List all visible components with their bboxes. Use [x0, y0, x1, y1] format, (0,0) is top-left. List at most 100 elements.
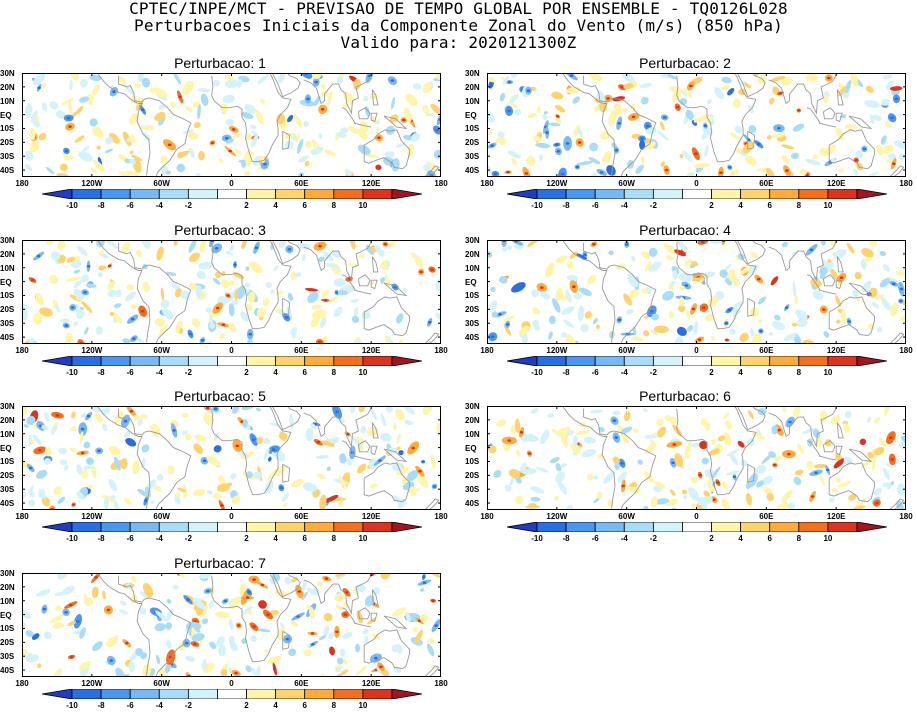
colorbar-segment [652, 189, 683, 199]
colorbar-segment [246, 522, 277, 532]
colorbar-label: -10 [531, 534, 543, 543]
colorbar-label: -4 [155, 201, 163, 210]
lat-label: 30S [0, 485, 15, 495]
panel-title: Perturbacao: 6 [639, 388, 731, 404]
title-line-3: Valido para: 2020121300Z [340, 33, 577, 52]
colorbar-segment [362, 522, 393, 532]
colorbar-segment [158, 522, 189, 532]
colorbar-label: 4 [738, 368, 743, 377]
colorbar-segment [711, 356, 742, 366]
colorbar-segment [536, 522, 567, 532]
lon-label: 60E [759, 512, 774, 521]
colorbar-segment [246, 356, 277, 366]
colorbar-segment [304, 522, 335, 532]
colorbar-segment [740, 189, 771, 199]
colorbar-label: 2 [244, 368, 249, 377]
colorbar-segment [333, 356, 364, 366]
colorbar-segment [246, 689, 277, 699]
title-line-2: Perturbacoes Iniciais da Componente Zona… [134, 16, 783, 35]
wind-perturbation-field [22, 406, 441, 510]
panel-title: Perturbacao: 3 [174, 222, 266, 238]
colorbar-segment [856, 189, 887, 199]
lat-label: 10S [0, 624, 15, 634]
colorbar-label: 4 [273, 701, 278, 710]
colorbar-segment [187, 189, 218, 199]
colorbar-label: -2 [184, 368, 192, 377]
lon-label: 60W [153, 179, 170, 188]
lat-label: 40S [0, 333, 15, 343]
colorbar-label: 6 [302, 201, 307, 210]
lat-label: 20S [0, 138, 15, 148]
colorbar-segment [769, 356, 800, 366]
lat-label: 10S [465, 457, 480, 467]
colorbar [507, 522, 887, 532]
colorbar-segment [275, 522, 306, 532]
colorbar-label: 10 [358, 701, 368, 710]
colorbar-label: -10 [66, 368, 78, 377]
perturbation-panel: Perturbacao: 2 30N 20N 10N EQ 10S 20S 30S 40S 180… [465, 55, 913, 215]
colorbar-segment [71, 522, 102, 532]
lat-label: 30N [465, 402, 480, 411]
coastlines [96, 573, 440, 677]
colorbar-segment [740, 522, 771, 532]
wind-perturbation-field [487, 73, 906, 177]
lon-label: 60E [294, 179, 309, 188]
lat-label: 40S [0, 499, 15, 509]
lat-label: 30S [465, 152, 480, 162]
lon-label: 60E [759, 346, 774, 355]
perturbation-panel: Perturbacao: 3 30N 20N 10N EQ 10S 20S 30S 40S 180… [0, 222, 448, 382]
lat-label: 10N [0, 96, 15, 106]
panel-title: Perturbacao: 1 [174, 55, 266, 71]
colorbar-segment [187, 356, 218, 366]
lat-label: 30S [465, 319, 480, 329]
colorbar-label: 8 [796, 201, 802, 210]
lon-label: 120W [546, 346, 568, 355]
lon-label: 180 [434, 346, 448, 355]
colorbar-label: 6 [302, 534, 307, 543]
colorbar-segment [362, 189, 393, 199]
colorbar [42, 356, 422, 366]
wind-anomaly-map [487, 406, 906, 510]
colorbar-segment [129, 189, 160, 199]
colorbar-segment [100, 356, 131, 366]
lat-label: 10N [465, 429, 480, 439]
lon-label: 60E [294, 679, 309, 688]
lon-label: 0 [229, 346, 234, 355]
colorbar-label: 4 [738, 534, 743, 543]
panel-title: Perturbacao: 4 [639, 222, 731, 238]
lon-label: 0 [229, 512, 234, 521]
lon-label: 60W [618, 346, 635, 355]
colorbar-label: -6 [126, 534, 134, 543]
colorbar-label: -6 [591, 201, 599, 210]
colorbar-label: 10 [823, 201, 833, 210]
colorbar-label: -6 [126, 201, 134, 210]
coastlines [561, 240, 905, 344]
colorbar-segment [333, 689, 364, 699]
lat-label: EQ [0, 610, 12, 620]
colorbar-segment [217, 689, 247, 699]
colorbar-segment [682, 189, 712, 199]
lat-label: 40S [0, 666, 15, 676]
lat-label: 10N [0, 429, 15, 439]
lon-label: 60W [153, 679, 170, 688]
colorbar-label: 10 [358, 201, 368, 210]
panel-title: Perturbacao: 7 [174, 555, 266, 571]
lat-label: 10N [0, 596, 15, 606]
colorbar-label: -10 [531, 368, 543, 377]
lat-label: 30N [465, 69, 480, 78]
colorbar-label: 2 [709, 368, 714, 377]
lat-label: 40S [465, 166, 480, 176]
lon-label: 60E [294, 512, 309, 521]
lon-label: 180 [480, 512, 494, 521]
lon-label: 180 [899, 179, 913, 188]
colorbar-label: 2 [244, 701, 249, 710]
lon-label: 60W [618, 179, 635, 188]
lat-label: 30S [0, 319, 15, 329]
colorbar-label: 8 [796, 534, 802, 543]
colorbar-segment [711, 189, 742, 199]
lon-label: 120E [826, 179, 846, 188]
colorbar [507, 356, 887, 366]
colorbar-segment [594, 522, 625, 532]
colorbar-segment [217, 522, 247, 532]
colorbar-label: -6 [591, 368, 599, 377]
